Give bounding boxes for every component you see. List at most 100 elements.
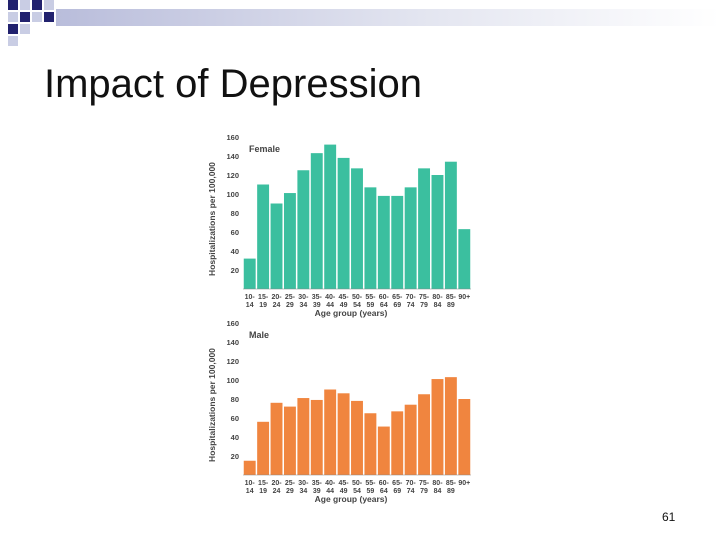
corner-decoration <box>8 0 720 46</box>
male-xtick-label: 79 <box>420 488 428 495</box>
female-bar-85-89 <box>444 161 457 289</box>
female-xtick-label: 80- <box>432 294 443 301</box>
male-xtick-label: 84 <box>434 488 442 495</box>
male-x-axis-label: Age group (years) <box>315 494 388 504</box>
male-xtick-label: 15- <box>258 480 269 487</box>
male-bar-85-89 <box>444 377 457 475</box>
male-xtick-label: 34 <box>299 488 307 495</box>
female-xtick-label: 69 <box>393 302 401 309</box>
female-xtick-label: 45- <box>339 294 350 301</box>
female-xtick-label: 54 <box>353 302 361 309</box>
female-xtick-label: 25- <box>285 294 296 301</box>
female-ytick-label: 140 <box>226 152 239 161</box>
male-xtick-label: 35- <box>312 480 323 487</box>
female-xtick-label: 49 <box>340 302 348 309</box>
male-xtick-label: 45- <box>339 480 350 487</box>
male-xtick-label: 90+ <box>458 480 470 487</box>
male-xtick-label: 60- <box>379 480 390 487</box>
female-bar-60-64 <box>377 195 390 289</box>
female-xtick-label: 34 <box>299 302 307 309</box>
male-xtick-label: 50- <box>352 480 363 487</box>
male-xtick-label: 44 <box>326 488 334 495</box>
male-bar-70-74 <box>404 404 417 475</box>
female-xtick-label: 75- <box>419 294 430 301</box>
female-bar-70-74 <box>404 187 417 289</box>
female-xtick-label: 24 <box>273 302 281 309</box>
female-xtick-label: 39 <box>313 302 321 309</box>
male-xtick-label: 20- <box>271 480 282 487</box>
male-xtick-label: 29 <box>286 488 294 495</box>
female-bar-65-69 <box>391 195 404 289</box>
female-bar-25-29 <box>283 193 296 289</box>
male-xtick-label: 70- <box>406 480 417 487</box>
male-xtick-label: 80- <box>432 480 443 487</box>
male-bar-60-64 <box>377 426 390 475</box>
male-bar-20-24 <box>270 402 283 475</box>
female-xtick-label: 35- <box>312 294 323 301</box>
male-series-label: Male <box>249 330 269 340</box>
female-x-axis-label: Age group (years) <box>315 308 388 318</box>
male-bar-10-14 <box>243 460 256 475</box>
female-xtick-label: 89 <box>447 302 455 309</box>
female-xtick-label: 55- <box>365 294 376 301</box>
male-bar-25-29 <box>283 406 296 475</box>
female-xtick-label: 19 <box>259 302 267 309</box>
male-ytick-label: 120 <box>226 357 239 366</box>
male-xtick-label: 64 <box>380 488 388 495</box>
male-xtick-label: 55- <box>365 480 376 487</box>
female-xtick-label: 70- <box>406 294 417 301</box>
female-series-label: Female <box>249 144 280 154</box>
female-xtick-label: 65- <box>392 294 403 301</box>
slide-title: Impact of Depression <box>44 62 422 106</box>
female-xtick-label: 84 <box>434 302 442 309</box>
male-bar-35-39 <box>310 399 323 475</box>
female-xtick-label: 74 <box>407 302 415 309</box>
female-ytick-label: 60 <box>231 228 239 237</box>
male-bar-40-44 <box>324 389 337 475</box>
female-bar-90+ <box>458 229 471 289</box>
female-xtick-label: 50- <box>352 294 363 301</box>
male-xtick-label: 54 <box>353 488 361 495</box>
male-ytick-label: 20 <box>231 452 239 461</box>
male-xtick-label: 59 <box>367 488 375 495</box>
female-xtick-label: 59 <box>367 302 375 309</box>
male-xtick-label: 24 <box>273 488 281 495</box>
male-ytick-label: 140 <box>226 338 239 347</box>
female-xtick-label: 30- <box>298 294 309 301</box>
male-bar-90+ <box>458 399 471 475</box>
male-xtick-label: 30- <box>298 480 309 487</box>
female-ytick-label: 100 <box>226 190 239 199</box>
male-xtick-label: 89 <box>447 488 455 495</box>
male-bar-75-79 <box>418 394 431 475</box>
male-xtick-label: 39 <box>313 488 321 495</box>
male-xtick-label: 19 <box>259 488 267 495</box>
female-xtick-label: 79 <box>420 302 428 309</box>
male-ytick-label: 80 <box>231 395 239 404</box>
male-bar-65-69 <box>391 411 404 475</box>
male-xtick-label: 75- <box>419 480 430 487</box>
female-bar-20-24 <box>270 203 283 289</box>
female-ytick-label: 160 <box>226 133 239 142</box>
female-xtick-label: 60- <box>379 294 390 301</box>
female-xtick-label: 40- <box>325 294 336 301</box>
male-ytick-label: 40 <box>231 433 239 442</box>
male-xtick-label: 69 <box>393 488 401 495</box>
male-bar-50-54 <box>351 400 363 475</box>
female-xtick-label: 10- <box>245 294 256 301</box>
female-xtick-label: 29 <box>286 302 294 309</box>
female-bar-75-79 <box>418 168 431 289</box>
male-ytick-label: 160 <box>226 319 239 328</box>
female-y-axis-label: Hospitalizations per 100,000 <box>207 162 217 276</box>
female-bar-10-14 <box>243 258 256 289</box>
female-ytick-label: 40 <box>231 247 239 256</box>
female-xtick-label: 20- <box>271 294 282 301</box>
male-bar-80-84 <box>431 379 444 475</box>
female-bar-30-34 <box>297 170 310 289</box>
female-bar-15-19 <box>257 184 270 289</box>
female-bar-55-59 <box>364 187 377 289</box>
male-xtick-label: 85- <box>446 480 457 487</box>
male-ytick-label: 100 <box>226 376 239 385</box>
male-ytick-label: 60 <box>231 414 239 423</box>
female-xtick-label: 44 <box>326 302 334 309</box>
female-ytick-label: 20 <box>231 266 239 275</box>
